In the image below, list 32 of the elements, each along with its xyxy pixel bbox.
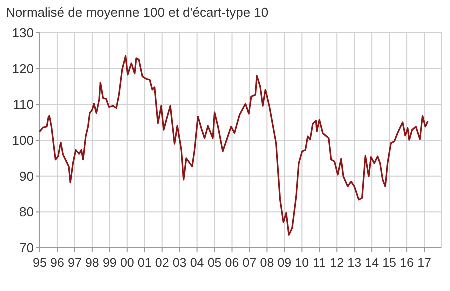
x-tick-label: 11 (313, 256, 326, 270)
x-tick-label: 96 (50, 256, 64, 270)
x-tick-label: 03 (172, 256, 187, 270)
x-tick-label: 98 (85, 256, 100, 270)
x-tick-label: 09 (278, 256, 292, 270)
y-tick-label: 100 (12, 133, 34, 148)
x-tick-label: 08 (260, 256, 274, 270)
x-tick-label: 05 (208, 256, 222, 270)
y-tick-label: 120 (12, 61, 34, 76)
y-tick-label: 130 (12, 26, 34, 41)
y-tick-label: 80 (20, 204, 34, 220)
x-tick-label: 99 (102, 256, 117, 270)
x-tick-label: 14 (365, 256, 380, 270)
line-series (39, 55, 429, 236)
y-tick-label: 90 (20, 168, 34, 184)
x-tick-label: 07 (242, 256, 257, 270)
x-tick-label: 95 (33, 256, 47, 270)
x-tick-label: 97 (68, 256, 82, 270)
x-tick-label: 04 (190, 256, 204, 270)
x-tick-label: 16 (400, 256, 414, 270)
x-tick-label: 01 (138, 256, 152, 270)
chart-title: Normalisé de moyenne 100 et d'écart-type 10 (6, 5, 269, 20)
y-tick-label: 70 (20, 240, 34, 256)
x-tick-label: 10 (295, 256, 310, 270)
y-tick-label: 110 (13, 97, 34, 112)
x-tick-label: 00 (120, 256, 134, 270)
x-tick-label: 17 (418, 256, 432, 270)
x-tick-label: 12 (330, 256, 344, 270)
x-tick-label: 06 (225, 256, 240, 270)
x-tick-label: 02 (155, 256, 170, 270)
x-tick-label: 15 (382, 256, 397, 270)
x-tick-label: 13 (348, 256, 362, 270)
